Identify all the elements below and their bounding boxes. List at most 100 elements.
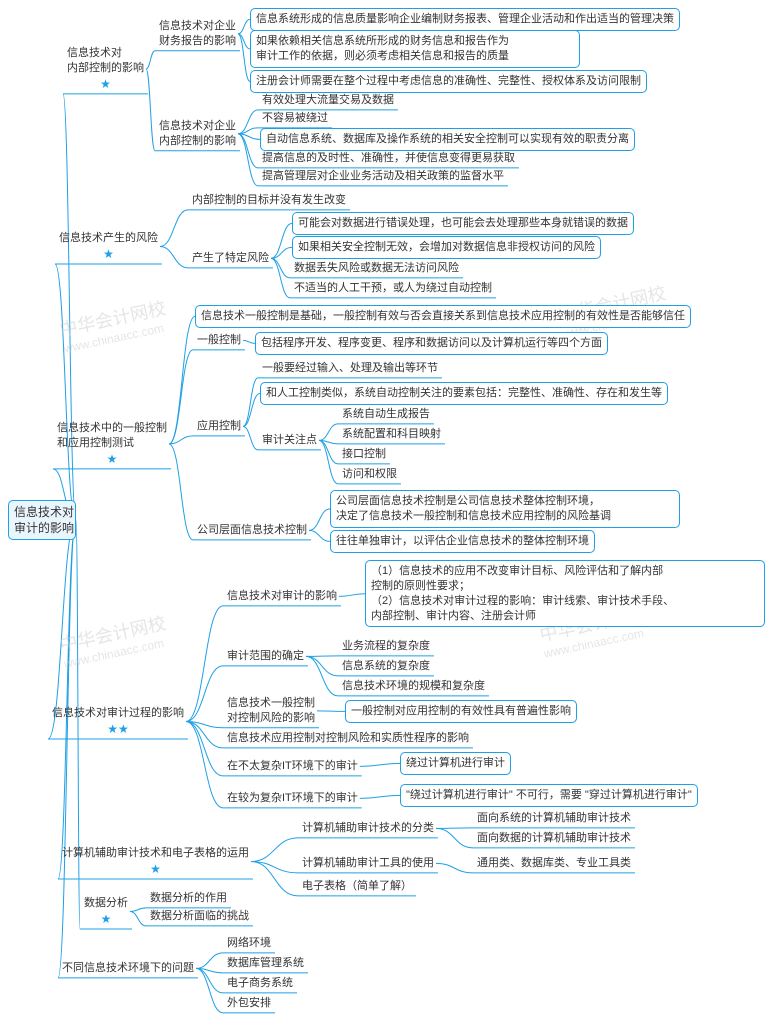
node-text: 和应用控制测试 [57,436,167,451]
node-b3a1: 包括程序开发、程序变更、程序和数据访问以及计算机运行等四个方面 [255,332,608,355]
node-text: 计算机辅助审计技术的分类 [302,821,434,836]
node-text: 可能会对数据进行错误处理，也可能会去处理那些本身就错误的数据 [298,216,628,231]
node-text: 内部控制的目标并没有发生改变 [192,193,346,208]
node-b4b1: 业务流程的复杂度 [340,638,432,655]
node-text: 外包安排 [227,996,271,1011]
node-text: "绕过计算机进行审计" 不可行，需要 "穿过计算机进行审计" [406,788,692,803]
node-b3top: 信息技术一般控制是基础，一般控制有效与否会直接关系到信息技术应用控制的有效性是否… [195,305,691,328]
star-rating: ★ [59,246,158,262]
node-text: 不同信息技术环境下的问题 [62,961,194,976]
node-text: 信息技术环境的规模和复杂度 [342,679,485,694]
node-b2b2: 如果相关安全控制无效，会增加对数据信息非授权访问的风险 [292,236,601,259]
node-b4a1: （1）信息技术的应用不改变审计目标、风险评估和了解内部控制的原则性要求；（2）信… [365,560,765,627]
node-text: 网络环境 [227,936,271,951]
node-b7: 不同信息技术环境下的问题 [60,960,196,977]
star-rating: ★ [57,451,167,467]
node-text: 信息系统形成的信息质量影响企业编制财务报表、管理企业活动和作出适当的管理决策 [256,12,674,27]
node-text: 决定了信息技术一般控制和信息技术应用控制的风险基调 [336,509,674,524]
node-b7d: 外包安排 [225,995,273,1012]
star-rating: ★ [62,861,249,877]
node-b4c1: 一般控制对应用控制的有效性具有普遍性影响 [345,700,577,723]
node-text: 一般控制对应用控制的有效性具有普遍性影响 [351,704,571,719]
node-text: 信息技术对 [14,504,70,520]
node-b3b: 应用控制 [195,418,243,435]
node-text: 数据丢失风险或数据无法访问风险 [294,261,459,276]
node-b6a: 数据分析的作用 [148,890,229,907]
node-b1a2: 如果依赖相关信息系统所形成的财务信息和报告作为审计工作的依据，则必须考虑相关信息… [250,30,580,68]
node-text: 接口控制 [342,447,386,462]
node-text: 自动信息系统、数据库及操作系统的相关安全控制可以实现有效的职责分离 [266,132,629,147]
node-b2b: 产生了特定风险 [190,250,271,267]
node-text: 内部控制、审计内容、注册会计师 [371,609,759,624]
node-text: 面向系统的计算机辅助审计技术 [477,811,631,826]
node-text: 公司层面信息技术控制是公司信息技术整体控制环境， [336,494,674,509]
star-rating: ★★ [52,721,184,737]
node-b5b1: 通用类、数据库类、专业工具类 [475,855,633,872]
node-text: 控制的原则性要求； [371,579,759,594]
node-b2a: 内部控制的目标并没有发生改变 [190,192,348,209]
node-b1b4: 提高信息的及时性、准确性，并使信息变得更易获取 [260,150,517,167]
node-b6b: 数据分析面临的挑战 [148,908,251,925]
node-text: 提高管理层对企业业务活动及相关政策的监督水平 [262,169,504,184]
node-text: 包括程序开发、程序变更、程序和数据访问以及计算机运行等四个方面 [261,336,602,351]
node-text: 信息技术对审计的影响 [227,589,337,604]
node-text: 数据库管理系统 [227,956,304,971]
node-b1: 信息技术对内部控制的影响★ [65,45,146,93]
node-b5a2: 面向数据的计算机辅助审计技术 [475,830,633,847]
node-b3b3: 审计关注点 [260,432,319,449]
node-text: 信息技术应用控制对控制风险和实质性程序的影响 [227,731,469,746]
node-text: 不适当的人工干预，或人为绕过自动控制 [294,281,492,296]
node-text: 数据分析面临的挑战 [150,909,249,924]
node-text: 电子表格（简单了解） [302,879,412,894]
node-b4a: 信息技术对审计的影响 [225,588,339,605]
node-b1b1: 有效处理大流量交易及数据 [260,92,396,109]
node-b3b3d: 访问和权限 [340,466,399,483]
node-b7c: 电子商务系统 [225,975,295,992]
node-b2b4: 不适当的人工干预，或人为绕过自动控制 [292,280,494,297]
node-b4b: 审计范围的确定 [225,648,306,665]
watermark: 中华会计网校www.chinaacc.com [57,294,171,356]
node-text: 产生了特定风险 [192,251,269,266]
node-b3c: 公司层面信息技术控制 [195,522,309,539]
node-b4d: 信息技术应用控制对控制风险和实质性程序的影响 [225,730,471,747]
node-text: 提高信息的及时性、准确性，并使信息变得更易获取 [262,151,515,166]
node-b1a: 信息技术对企业财务报告的影响 [157,18,238,50]
node-b1b3: 自动信息系统、数据库及操作系统的相关安全控制可以实现有效的职责分离 [260,128,635,151]
node-text: 计算机辅助审计技术和电子表格的运用 [62,846,249,861]
node-b3b3a: 系统自动生成报告 [340,406,432,423]
node-text: 电子商务系统 [227,976,293,991]
node-text: 往往单独审计，以评估企业信息技术的整体控制环境 [336,534,589,549]
node-b4e: 在不太复杂IT环境下的审计 [225,758,360,775]
node-b3b2: 和人工控制类似，系统自动控制关注的要素包括：完整性、准确性、存在和发生等 [260,382,668,405]
node-text: 注册会计师需要在整个过程中考虑信息的准确性、完整性、授权体系及访问限制 [256,74,641,89]
node-text: 对控制风险的影响 [227,711,315,726]
node-b1b2: 不容易被绕过 [260,110,330,127]
node-text: 信息技术对 [67,46,144,61]
node-text: 信息技术一般控制是基础，一般控制有效与否会直接关系到信息技术应用控制的有效性是否… [201,309,685,324]
node-text: 财务报告的影响 [159,34,236,49]
node-text: 如果相关安全控制无效，会增加对数据信息非授权访问的风险 [298,240,595,255]
node-text: 审计工作的依据，则必须考虑相关信息和报告的质量 [256,49,574,64]
node-b1a3: 注册会计师需要在整个过程中考虑信息的准确性、完整性、授权体系及访问限制 [250,70,647,93]
mindmap-canvas: 信息技术对审计的影响中华会计网校www.chinaacc.com中华会计网校ww… [0,0,781,1026]
node-text: 数据分析的作用 [150,891,227,906]
node-text: 信息技术对审计过程的影响 [52,706,184,721]
node-text: 系统配置和科目映射 [342,427,441,442]
node-text: 审计的影响 [14,520,70,536]
node-text: 应用控制 [197,419,241,434]
node-b4e1: 绕过计算机进行审计 [400,752,511,775]
node-b3a: 一般控制 [195,332,243,349]
node-text: 通用类、数据库类、专业工具类 [477,856,631,871]
node-b3b1: 一般要经过输入、处理及输出等环节 [260,360,440,377]
node-text: 公司层面信息技术控制 [197,523,307,538]
node-text: 业务流程的复杂度 [342,639,430,654]
watermark: 中华会计网校www.chinaacc.com [57,609,171,671]
node-b1a1: 信息系统形成的信息质量影响企业编制财务报表、管理企业活动和作出适当的管理决策 [250,8,680,31]
node-text: 数据分析 [84,896,128,911]
node-text: 访问和权限 [342,467,397,482]
node-text: （2）信息技术对审计过程的影响：审计线索、审计技术手段、 [371,594,759,609]
node-b4c: 信息技术一般控制对控制风险的影响 [225,695,317,727]
node-text: 和人工控制类似，系统自动控制关注的要素包括：完整性、准确性、存在和发生等 [266,386,662,401]
node-text: 一般控制 [197,333,241,348]
node-text: 内部控制的影响 [67,61,144,76]
